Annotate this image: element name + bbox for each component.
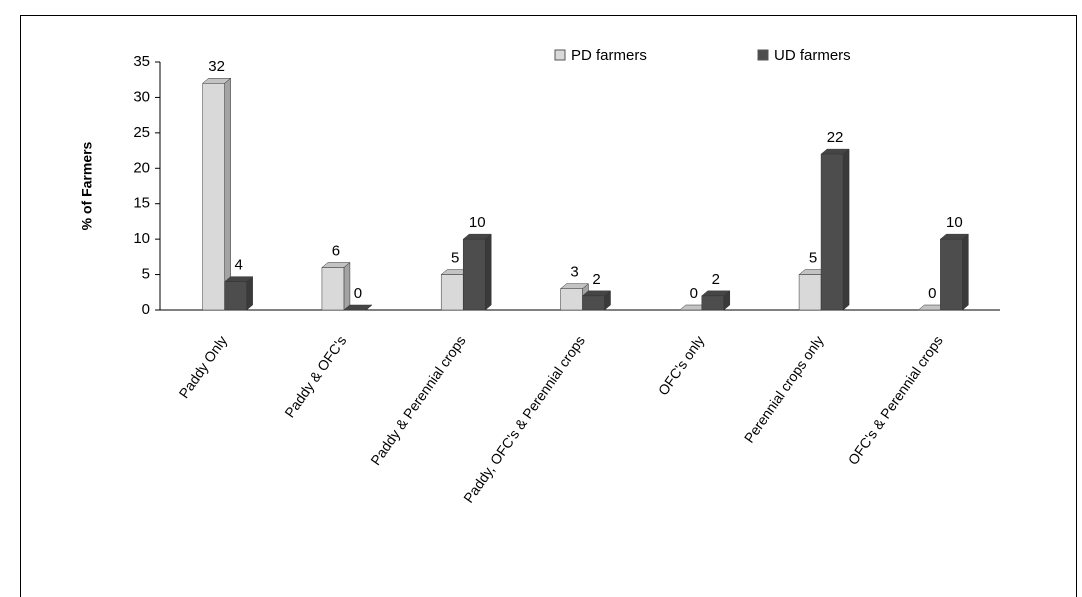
data-label: 2	[592, 271, 600, 288]
bar	[224, 281, 247, 311]
bar-side	[343, 261, 351, 311]
y-tick-label: 20	[133, 159, 150, 176]
x-tick-label: Perennial crops only	[741, 333, 827, 446]
bar	[940, 238, 963, 311]
data-label: 0	[928, 285, 936, 302]
bar	[701, 295, 725, 311]
x-tick-label: OFC's only	[655, 333, 708, 399]
bar-top	[343, 304, 373, 311]
data-label: 10	[469, 214, 486, 231]
x-tick-label: Paddy, OFC's & Perennial crops	[460, 333, 588, 506]
bar	[798, 274, 822, 311]
data-label: 5	[809, 250, 817, 267]
bar-side	[224, 77, 231, 311]
data-label: 32	[208, 58, 225, 75]
y-tick-label: 10	[133, 230, 150, 247]
y-tick-label: 35	[133, 53, 150, 70]
x-tick-label: Paddy & Perennial crops	[367, 333, 468, 468]
bar-side	[484, 233, 492, 311]
bar	[462, 238, 486, 311]
data-label: 3	[570, 264, 578, 281]
y-tick-label: 5	[142, 266, 150, 283]
x-tick-label: Paddy Only	[176, 333, 231, 401]
y-tick-label: 0	[142, 301, 150, 318]
x-tick-label: Paddy & OFC's	[281, 333, 349, 421]
y-tick-label: 30	[133, 88, 150, 105]
y-tick-label: 25	[133, 124, 150, 141]
bar	[440, 274, 464, 311]
bar-side	[842, 148, 850, 311]
data-label: 5	[451, 250, 459, 267]
bar	[202, 83, 225, 311]
bar	[582, 295, 605, 311]
data-label: 6	[332, 242, 340, 259]
data-label: 4	[234, 257, 242, 274]
data-label: 10	[946, 214, 963, 231]
data-label: 0	[354, 285, 362, 302]
x-tick-label: OFC's & Perennial crops	[845, 333, 946, 468]
legend-swatch	[554, 49, 566, 61]
data-label: 2	[712, 271, 720, 288]
legend-label: PD farmers	[571, 47, 647, 64]
chart-border	[20, 15, 1077, 597]
y-tick-label: 15	[133, 195, 150, 212]
bar	[560, 288, 583, 311]
bar-side	[962, 233, 969, 311]
bar-side	[246, 276, 253, 311]
bar	[321, 267, 345, 311]
data-label: 0	[690, 285, 698, 302]
y-axis-label: % of Farmers	[79, 141, 95, 230]
bar	[820, 153, 844, 311]
data-label: 22	[827, 129, 844, 146]
legend-label: UD farmers	[774, 47, 851, 64]
legend-swatch	[757, 49, 769, 61]
